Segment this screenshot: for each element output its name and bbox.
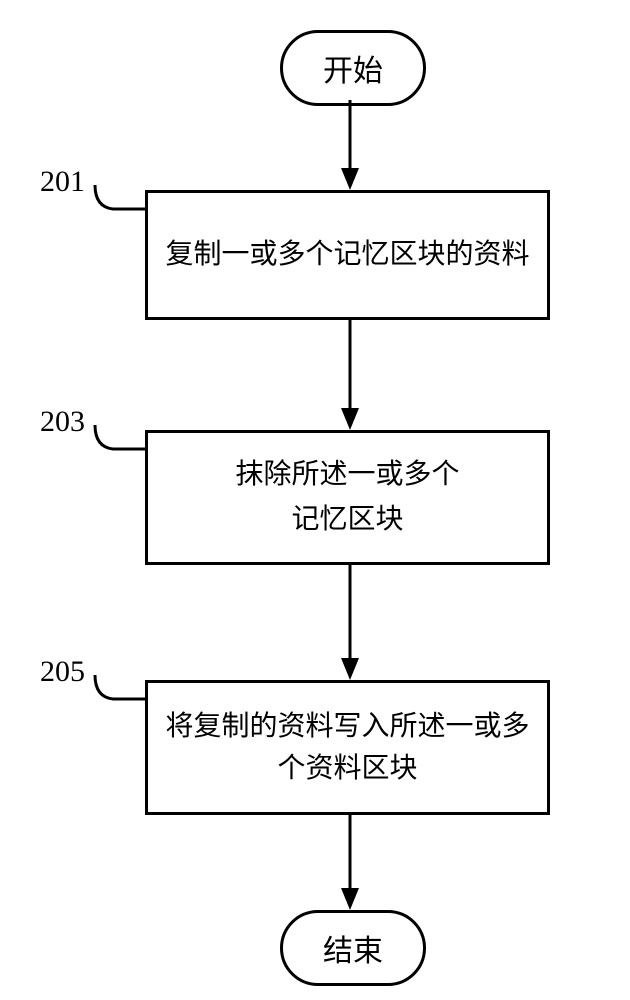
arrow-p203-p205: [340, 565, 360, 680]
step-label-201-text: 201: [40, 165, 85, 198]
arrow-start-p201: [340, 100, 360, 190]
arrow-p201-p203: [340, 320, 360, 430]
flowchart-canvas: 开始 201 复制一或多个记忆区块的资料 203 抹除所述一或多个 记忆区块 2…: [0, 0, 630, 1000]
label-connector-203: [95, 425, 150, 455]
step-label-205-text: 205: [40, 655, 85, 688]
process-203: 抹除所述一或多个 记忆区块: [145, 430, 550, 565]
process-203-text: 抹除所述一或多个 记忆区块: [235, 453, 459, 543]
process-205: 将复制的资料写入所述一或多个资料区块: [145, 680, 550, 815]
start-label: 开始: [323, 46, 383, 90]
end-label: 结束: [323, 926, 383, 970]
end-terminal: 结束: [280, 910, 426, 986]
step-label-203: 203: [40, 405, 85, 439]
process-201: 复制一或多个记忆区块的资料: [145, 190, 550, 320]
step-label-205: 205: [40, 655, 85, 689]
label-connector-205: [95, 675, 150, 705]
step-label-203-text: 203: [40, 405, 85, 438]
process-205-text: 将复制的资料写入所述一或多个资料区块: [156, 706, 539, 790]
label-connector-201: [95, 185, 150, 215]
start-terminal: 开始: [280, 30, 426, 106]
arrow-p205-end: [340, 815, 360, 910]
step-label-201: 201: [40, 165, 85, 199]
process-201-text: 复制一或多个记忆区块的资料: [165, 234, 529, 276]
